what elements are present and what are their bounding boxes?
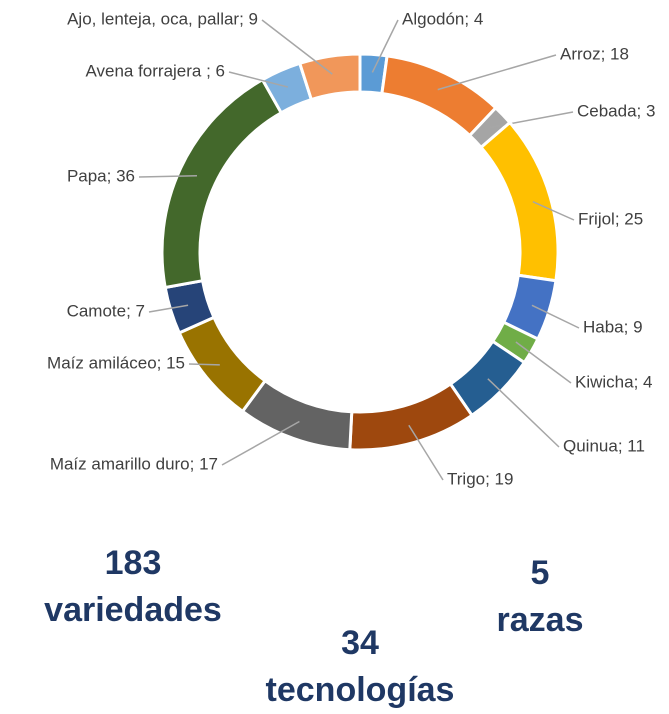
stat-label: razas (497, 601, 584, 639)
leader-line (532, 201, 575, 221)
slice-label: Ajo, lenteja, oca, pallar; 9 (67, 9, 258, 28)
slice-label: Kiwicha; 4 (575, 372, 652, 391)
slice (160, 77, 284, 290)
stat-label: tecnologías (266, 671, 455, 709)
leader-line (408, 424, 444, 481)
slice (348, 381, 475, 452)
stat-number: 34 (341, 624, 379, 662)
slice-label: Maíz amarillo duro; 17 (50, 454, 218, 473)
leader-line (138, 174, 197, 178)
slice-label: Cebada; 3 (577, 101, 655, 120)
leader-line (221, 420, 300, 466)
leader-line (371, 19, 399, 73)
stat-number: 183 (105, 544, 162, 582)
slice-label: Maíz amiláceo; 15 (47, 353, 185, 372)
slice (478, 120, 560, 283)
slice-label: Arroz; 18 (560, 44, 629, 63)
leader-line (148, 304, 189, 313)
slice (380, 54, 498, 138)
leader-line (487, 378, 560, 448)
leader-line (515, 341, 572, 384)
leader-line (228, 71, 289, 88)
leader-line (437, 54, 557, 91)
leader-line (531, 304, 580, 329)
slice-label: Frijol; 25 (578, 209, 643, 228)
slice (297, 52, 362, 102)
leader-line (188, 363, 220, 366)
slice-label: Quinua; 11 (563, 436, 645, 455)
leader-line (261, 19, 333, 75)
stat-number: 5 (531, 554, 550, 592)
slice-label: Avena forrajera ; 6 (85, 61, 225, 80)
slice-label: Papa; 36 (67, 166, 135, 185)
slice-label: Camote; 7 (67, 301, 145, 320)
stat-label: variedades (44, 591, 222, 629)
leader-line (489, 111, 574, 129)
slice-label: Algodón; 4 (402, 9, 483, 28)
slice-label: Trigo; 19 (447, 469, 513, 488)
slice-label: Haba; 9 (583, 317, 643, 336)
